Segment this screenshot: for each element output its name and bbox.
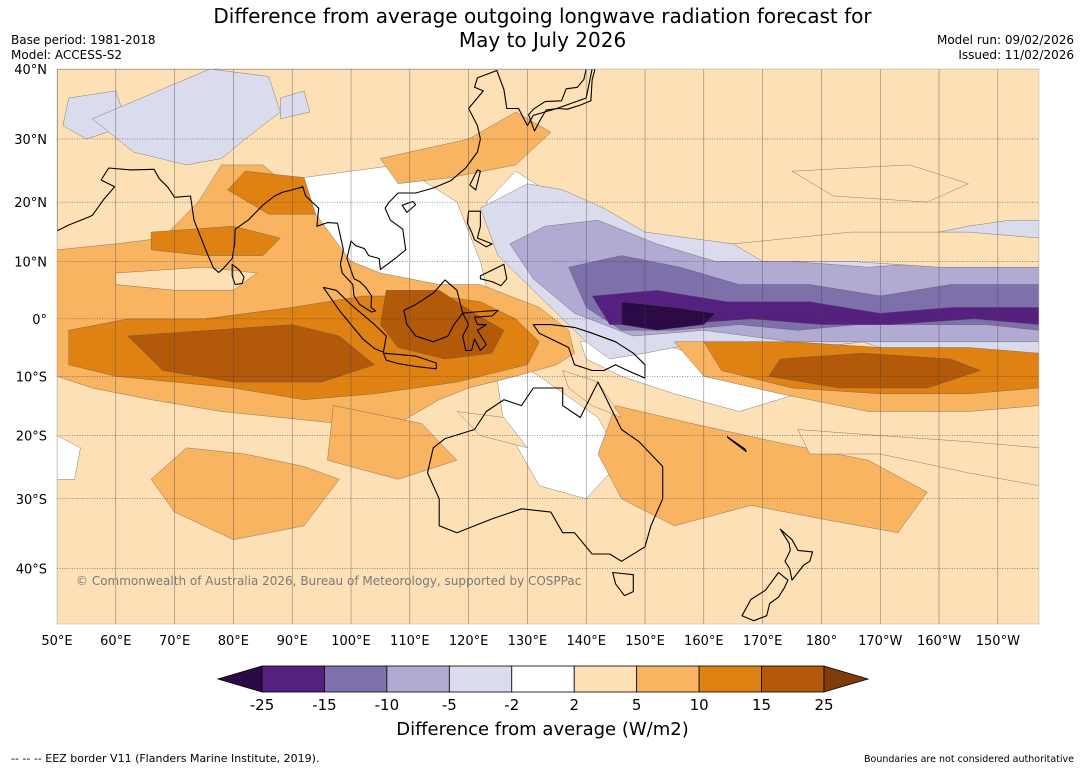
colorbar-tick-label: 5 bbox=[632, 696, 642, 714]
colorbar-tick-label: 10 bbox=[690, 696, 709, 714]
lat-label: 40°N bbox=[14, 63, 47, 78]
lon-label: 130°E bbox=[508, 634, 548, 649]
coastline-new-caledonia bbox=[726, 436, 747, 453]
anomaly-region-34 bbox=[797, 429, 1039, 486]
map-frame bbox=[56, 68, 1040, 625]
anomaly-region-20 bbox=[380, 111, 552, 184]
lon-label: 150°E bbox=[625, 634, 665, 649]
lon-label: 160°W bbox=[917, 634, 961, 649]
colorbar-tick-label: 2 bbox=[569, 696, 579, 714]
latitude-labels: 40°N 30°N 20°N 10°N 0° 10°S 20°S 30°S 40°S bbox=[14, 63, 47, 578]
base-period-label: Base period: 1981-2018 bbox=[11, 33, 156, 47]
colorbar-tick-label: 15 bbox=[752, 696, 771, 714]
coastline-nz-south bbox=[741, 571, 789, 622]
anomaly-region-10 bbox=[280, 90, 311, 119]
coastline-taiwan bbox=[469, 169, 481, 191]
coastline-mindanao bbox=[479, 263, 508, 287]
anomaly-region-26 bbox=[127, 324, 375, 383]
lat-label: 20°N bbox=[14, 196, 47, 211]
lon-label: 50°E bbox=[41, 634, 72, 649]
lat-label: 10°N bbox=[14, 255, 47, 270]
lon-label: 110°E bbox=[390, 634, 430, 649]
eez-border-note: -- -- -- EEZ border V11 (Flanders Marine… bbox=[11, 752, 320, 765]
model-run-label: Model run: 09/02/2026 bbox=[936, 33, 1074, 47]
colorbar-low-arrow bbox=[216, 665, 263, 693]
anomaly-region-6 bbox=[57, 435, 81, 480]
lon-label: 170°E bbox=[743, 634, 783, 649]
lat-label: 30°S bbox=[16, 493, 47, 508]
lon-label: 150°W bbox=[976, 634, 1020, 649]
lon-label: 100°E bbox=[331, 634, 371, 649]
lat-label: 30°N bbox=[14, 133, 47, 148]
coastline-sri-lanka bbox=[231, 263, 245, 286]
colorbar-tick-label: 25 bbox=[814, 696, 833, 714]
lat-label: 20°S bbox=[16, 430, 47, 445]
lon-label: 170°W bbox=[858, 634, 902, 649]
anomaly-region-27 bbox=[380, 290, 505, 360]
coastline-hainan bbox=[401, 200, 417, 213]
lon-label: 80°E bbox=[218, 634, 249, 649]
colorbar-box bbox=[324, 665, 388, 693]
lon-label: 180° bbox=[806, 634, 837, 649]
colorbar-box bbox=[511, 665, 575, 693]
lat-label: 10°S bbox=[16, 370, 47, 385]
coastline-luzon bbox=[466, 210, 493, 248]
graticule bbox=[57, 69, 1039, 624]
lon-label: 160°E bbox=[684, 634, 724, 649]
coastline-nz-north bbox=[779, 528, 814, 581]
colorbar-box bbox=[261, 665, 325, 693]
meta-left: Base period: 1981-2018 Model: ACCESS-S2 bbox=[11, 33, 156, 63]
colorbar-box bbox=[761, 665, 825, 693]
lon-label: 140°E bbox=[566, 634, 606, 649]
boundaries-disclaimer: Boundaries are not considered authoritat… bbox=[864, 754, 1074, 765]
colorbar-tick-label: -5 bbox=[442, 696, 457, 714]
model-label: Model: ACCESS-S2 bbox=[11, 48, 123, 62]
coastline-layer bbox=[57, 69, 814, 622]
lon-label: 120°E bbox=[449, 634, 489, 649]
meta-right: Model run: 09/02/2026 Issued: 11/02/2026 bbox=[937, 33, 1074, 63]
coastline-australia bbox=[426, 381, 664, 562]
colorbar-tick-label: -15 bbox=[312, 696, 337, 714]
coastline-tasmania bbox=[612, 571, 634, 597]
coastline-japan bbox=[528, 69, 596, 132]
colorbar: -25 -15 -10 -5 -2 2 5 10 15 25 bbox=[216, 665, 870, 714]
anomaly-region-18 bbox=[327, 405, 458, 480]
coastline-asia bbox=[57, 69, 593, 313]
colorbar-box bbox=[698, 665, 762, 693]
colorbar-box bbox=[636, 665, 700, 693]
copyright-notice: © Commonwealth of Australia 2026, Bureau… bbox=[76, 574, 582, 588]
coastline-sumatra bbox=[322, 286, 387, 353]
colorbar-tick-label: -2 bbox=[504, 696, 519, 714]
lon-label: 90°E bbox=[277, 634, 308, 649]
colorbar-high-arrow bbox=[823, 665, 870, 693]
colorbar-tick-label: -10 bbox=[375, 696, 400, 714]
coastline-java bbox=[382, 352, 437, 370]
colorbar-title: Difference from average (W/m2) bbox=[396, 719, 689, 740]
lon-label: 70°E bbox=[159, 634, 190, 649]
colorbar-box bbox=[573, 665, 638, 693]
longitude-labels: 50°E 60°E 70°E 80°E 90°E 100°E 110°E 120°E 130°E… bbox=[41, 634, 1020, 649]
lon-label: 60°E bbox=[100, 634, 131, 649]
map-title: Difference from average outgoing longwav… bbox=[0, 4, 1085, 52]
lat-label: 0° bbox=[32, 313, 47, 328]
coastline-borneo bbox=[403, 279, 464, 343]
coastline-sulawesi bbox=[462, 309, 499, 351]
colorbar-tick-label: -25 bbox=[250, 696, 275, 714]
lat-label: 40°S bbox=[16, 563, 47, 578]
issued-label: Issued: 11/02/2026 bbox=[958, 48, 1074, 62]
colorbar-box bbox=[448, 665, 513, 693]
colorbar-box bbox=[386, 665, 450, 693]
title-line-2: May to July 2026 bbox=[458, 28, 627, 52]
title-line-1: Difference from average outgoing longwav… bbox=[213, 4, 872, 28]
